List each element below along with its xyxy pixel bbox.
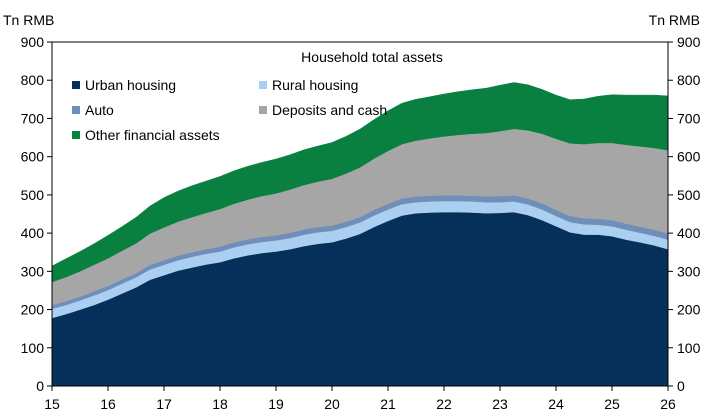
right-y-tick-label: 200 [677, 302, 701, 318]
x-tick-label: 25 [604, 396, 620, 412]
left-y-tick-label: 500 [21, 187, 45, 203]
x-tick-label: 22 [436, 396, 452, 412]
left-y-tick-label: 300 [21, 263, 45, 279]
legend-label-1: Rural housing [272, 77, 358, 93]
right-y-tick-label: 100 [677, 340, 701, 356]
left-y-tick-label: 100 [21, 340, 45, 356]
legend-label-0: Urban housing [85, 77, 176, 93]
right-y-tick-label: 300 [677, 263, 701, 279]
x-tick-label: 18 [212, 396, 228, 412]
right-y-tick-label: 800 [677, 72, 701, 88]
left-y-tick-label: 400 [21, 225, 45, 241]
chart-title: Household total assets [301, 49, 443, 65]
areas-layer [51, 82, 669, 387]
x-tick-label: 26 [660, 396, 676, 412]
x-tick-label: 17 [156, 396, 172, 412]
x-tick-label: 15 [44, 396, 60, 412]
legend-label-4: Other financial assets [85, 127, 220, 143]
right-y-tick-label: 0 [677, 378, 685, 394]
right-y-tick-label: 700 [677, 110, 701, 126]
x-tick-label: 23 [492, 396, 508, 412]
x-tick-label: 16 [100, 396, 116, 412]
right-y-tick-label: 600 [677, 149, 701, 165]
left-y-tick-label: 700 [21, 110, 45, 126]
x-tick-label: 24 [548, 396, 564, 412]
ticks-layer: 0 0 100 100 200 200 300 300 400 400 500 500 600 600 70… [21, 34, 701, 412]
right-y-tick-label: 500 [677, 187, 701, 203]
left-y-tick-label: 800 [21, 72, 45, 88]
left-y-tick-label: 600 [21, 149, 45, 165]
axes-layer [51, 41, 669, 387]
legend-swatch-2 [72, 106, 80, 114]
x-tick-label: 19 [268, 396, 284, 412]
legend-label-2: Auto [85, 102, 114, 118]
legend: Urban housing Rural housing Auto Deposits a… [72, 77, 387, 143]
right-y-tick-label: 400 [677, 225, 701, 241]
left-y-tick-label: 900 [21, 34, 45, 50]
right-y-tick-label: 900 [677, 34, 701, 50]
x-tick-label: 21 [380, 396, 396, 412]
legend-swatch-0 [72, 81, 80, 89]
x-tick-label: 20 [324, 396, 340, 412]
legend-swatch-3 [259, 106, 267, 114]
left-y-unit-label: Tn RMB [3, 12, 54, 28]
left-y-tick-label: 200 [21, 302, 45, 318]
legend-label-3: Deposits and cash [272, 102, 387, 118]
legend-swatch-4 [72, 131, 80, 139]
legend-swatch-1 [259, 81, 267, 89]
right-y-unit-label: Tn RMB [649, 12, 700, 28]
left-y-tick-label: 0 [36, 378, 44, 394]
